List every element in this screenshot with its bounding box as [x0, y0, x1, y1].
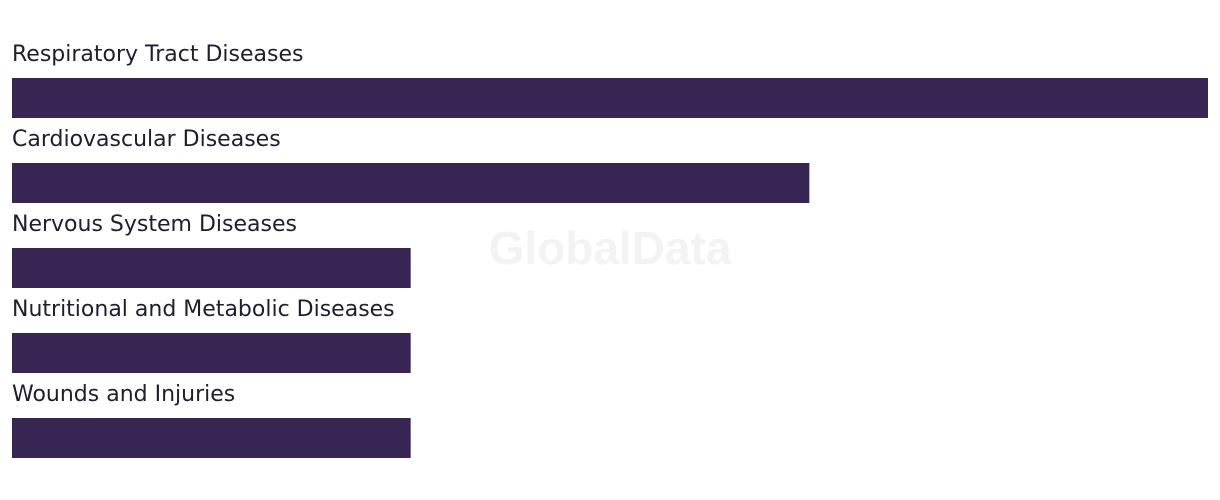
bar — [12, 333, 411, 373]
category-label: Wounds and Injuries — [12, 382, 235, 407]
category-label: Nervous System Diseases — [12, 212, 297, 237]
watermark: GlobalData — [489, 222, 732, 274]
bar — [12, 248, 411, 288]
category-label: Cardiovascular Diseases — [12, 127, 281, 152]
bar — [12, 78, 1208, 118]
bar — [12, 418, 411, 458]
bar — [12, 163, 810, 203]
category-label: Respiratory Tract Diseases — [12, 42, 303, 67]
category-label: Nutritional and Metabolic Diseases — [12, 297, 395, 322]
